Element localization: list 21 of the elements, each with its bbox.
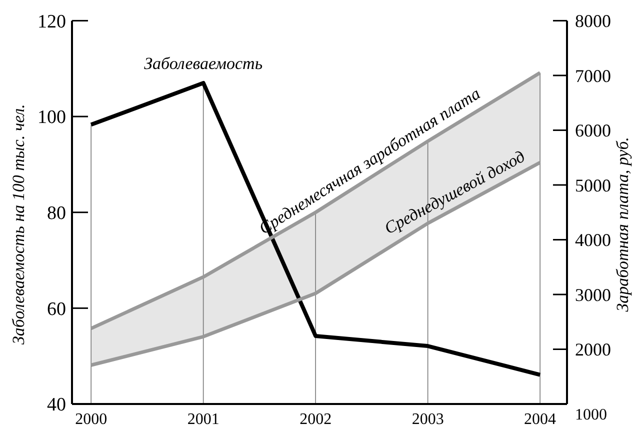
y2-tick-label: 6000 [575, 120, 611, 141]
y2-axis-title: Заработная плата, руб. [613, 136, 632, 312]
x-tick-label: 2004 [524, 411, 556, 428]
y-tick-label: 60 [47, 298, 66, 320]
y-tick-label: 80 [47, 203, 66, 224]
y-tick-label: 120 [38, 11, 66, 32]
x-tick-label: 2001 [187, 411, 220, 428]
x-tick-label: 2002 [300, 411, 332, 428]
y-tick-label: 100 [38, 107, 66, 128]
y2-tick-label: 8000 [575, 11, 611, 31]
y-axis-title: Заболеваемость на 100 тыс. чел. [9, 104, 28, 345]
y2-tick-label: 7000 [575, 66, 611, 86]
y2-tick-label: 3000 [575, 284, 611, 305]
y2-tick-label: 1000 [575, 406, 607, 424]
y2-tick-label: 2000 [575, 340, 611, 360]
x-tick-label: 2003 [412, 411, 444, 428]
y2-tick-label: 4000 [575, 230, 611, 250]
y2-tick-label: 5000 [575, 175, 611, 196]
series-label: Заболеваемость [144, 54, 263, 73]
y-tick-label: 40 [47, 394, 66, 416]
x-tick-label: 2000 [75, 411, 108, 428]
